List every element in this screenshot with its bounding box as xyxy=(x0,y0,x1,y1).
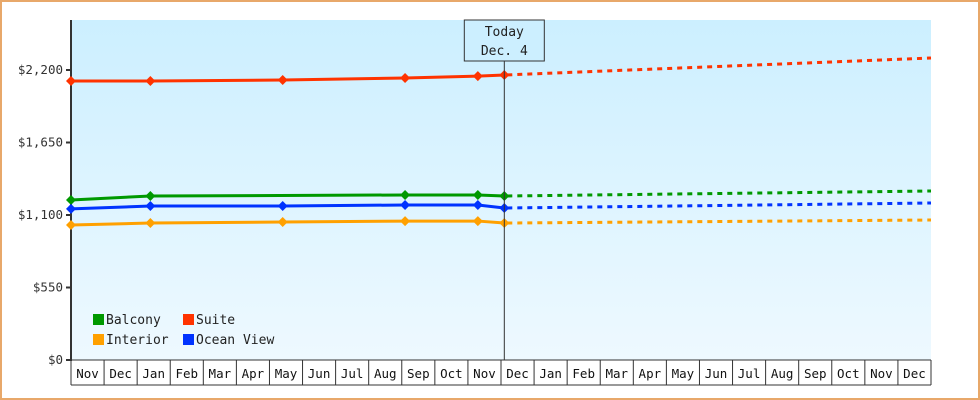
month-label: Apr xyxy=(639,366,662,381)
data-point-marker xyxy=(472,189,483,200)
data-point-marker xyxy=(145,218,156,229)
series-interior-forecast xyxy=(504,218,932,225)
month-label: Sep xyxy=(804,366,827,381)
legend-label: Ocean View xyxy=(196,333,274,348)
data-point-marker xyxy=(472,216,483,227)
month-label: Aug xyxy=(771,366,794,381)
x-axis: Nov Dec Jan Feb Mar Apr May Jun Jul Aug Sep Oct Nov D… xyxy=(70,359,932,386)
y-axis: $0 $550 $1,100 $1,650 $2,200 xyxy=(18,20,72,367)
today-date-label: Dec. 4 xyxy=(481,44,528,59)
y-tick-label: $2,200 xyxy=(18,62,63,77)
month-label: Aug xyxy=(374,366,397,381)
legend-swatch-balcony xyxy=(93,314,104,325)
month-label: Jul xyxy=(341,366,364,381)
series-lines xyxy=(66,56,932,231)
today-marker: Today Dec. 4 xyxy=(463,19,545,360)
month-label: Mar xyxy=(605,366,628,381)
data-point-marker xyxy=(66,220,76,231)
month-label: Apr xyxy=(242,366,265,381)
month-label: Nov xyxy=(473,366,496,381)
plot-area xyxy=(71,20,931,360)
data-point-marker xyxy=(400,199,411,210)
month-label: Sep xyxy=(407,366,430,381)
month-label: Dec xyxy=(109,366,132,381)
data-point-marker xyxy=(145,201,156,212)
data-point-marker xyxy=(472,71,483,82)
month-label: Nov xyxy=(870,366,893,381)
y-tick-label: $1,650 xyxy=(18,135,63,150)
legend-swatch-interior xyxy=(93,334,104,345)
legend: Balcony Suite Interior Ocean View xyxy=(93,313,274,348)
legend-swatch-suite xyxy=(183,314,194,325)
data-point-marker xyxy=(66,194,76,205)
month-label: Feb xyxy=(572,366,595,381)
data-point-marker xyxy=(400,189,411,200)
data-point-marker xyxy=(66,203,76,214)
month-label: Jan xyxy=(142,366,165,381)
data-point-marker xyxy=(472,199,483,210)
data-point-marker xyxy=(277,75,288,86)
data-point-marker xyxy=(145,75,156,86)
data-point-marker xyxy=(277,216,288,227)
month-label: Dec xyxy=(903,366,926,381)
month-label: Mar xyxy=(209,366,232,381)
month-label: May xyxy=(672,366,695,381)
y-tick-label: $550 xyxy=(33,280,63,295)
data-point-marker xyxy=(66,75,76,86)
y-tick-label: $1,100 xyxy=(18,207,63,222)
month-label: Oct xyxy=(440,366,463,381)
legend-label: Suite xyxy=(196,313,235,328)
month-label: May xyxy=(275,366,298,381)
month-label: Oct xyxy=(837,366,860,381)
legend-label: Balcony xyxy=(106,313,161,328)
data-point-marker xyxy=(277,201,288,212)
data-point-marker xyxy=(145,191,156,202)
month-label: Dec xyxy=(506,366,529,381)
month-label: Jun xyxy=(705,366,728,381)
data-point-marker xyxy=(400,216,411,227)
month-label: Jul xyxy=(738,366,761,381)
series-ocean-view-forecast xyxy=(504,201,932,210)
today-box xyxy=(463,19,545,62)
month-label: Jan xyxy=(539,366,562,381)
data-point-marker xyxy=(400,73,411,84)
today-label: Today xyxy=(485,25,524,40)
series-balcony-forecast xyxy=(504,189,932,198)
legend-swatch-ocean-view xyxy=(183,334,194,345)
legend-label: Interior xyxy=(106,333,169,348)
y-tick-label: $0 xyxy=(48,352,63,367)
series-suite-forecast xyxy=(504,56,932,77)
month-label: Feb xyxy=(175,366,198,381)
month-label: Nov xyxy=(76,366,99,381)
month-label: Jun xyxy=(308,366,331,381)
